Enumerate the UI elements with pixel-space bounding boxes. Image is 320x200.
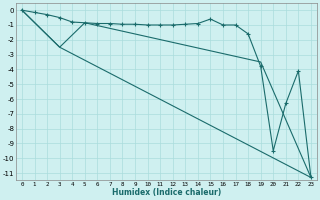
- X-axis label: Humidex (Indice chaleur): Humidex (Indice chaleur): [112, 188, 221, 197]
